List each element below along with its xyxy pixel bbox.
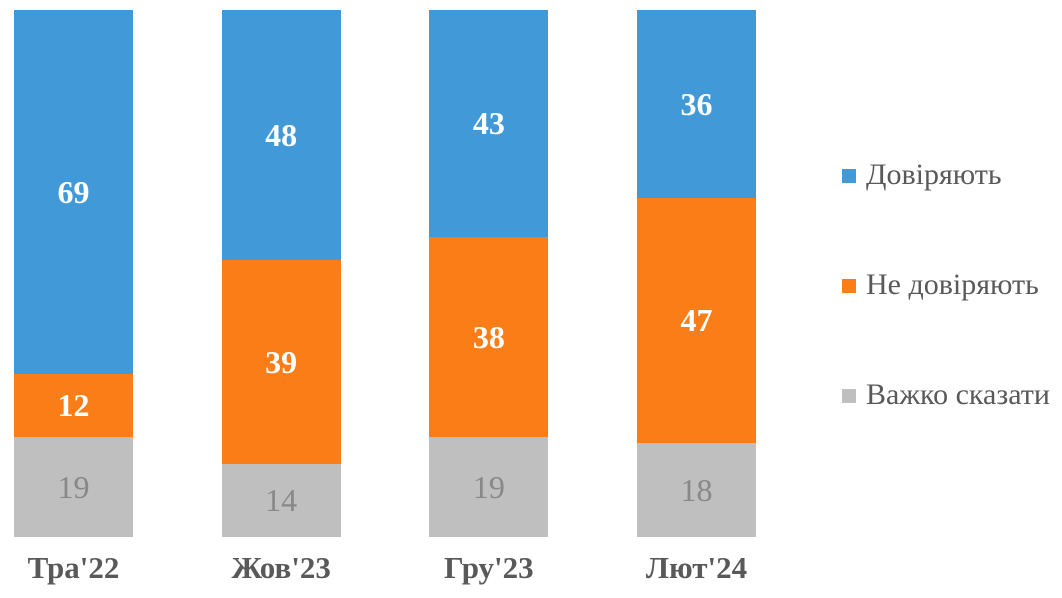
segment-hard-to-say: 19	[429, 436, 549, 537]
legend-item-trust: Довіряють	[842, 158, 1050, 192]
legend-label-trust: Довіряють	[866, 158, 1002, 191]
bar-tra22: 69 12 19	[14, 10, 133, 537]
value-label: 38	[472, 318, 505, 355]
legend-label-distrust: Не довіряють	[866, 268, 1039, 301]
segment-distrust: 12	[14, 373, 133, 437]
segment-distrust: 47	[636, 197, 756, 444]
segment-trust: 69	[14, 10, 133, 374]
legend-swatch-hard-to-say-icon	[842, 389, 856, 403]
value-label: 12	[57, 387, 90, 424]
segment-trust: 36	[636, 10, 756, 198]
segment-hard-to-say: 18	[636, 443, 756, 537]
bar-zhov23: 48 39 14	[221, 10, 341, 538]
value-label: 43	[472, 105, 505, 142]
segment-trust: 48	[221, 10, 341, 261]
segment-distrust: 39	[221, 260, 341, 464]
bar-lyut24: 36 47 18	[636, 10, 756, 537]
value-label: 36	[680, 85, 713, 122]
category-label-zhov23: Жов'23	[231, 550, 331, 585]
x-axis-labels: Тра'22 Жов'23 Гру'23 Лют'24	[14, 550, 756, 586]
value-label: 19	[472, 468, 505, 505]
legend-label-hard-to-say: Важко сказати	[866, 378, 1050, 411]
value-label: 19	[57, 468, 90, 505]
plot-area: 69 12 19 48 39 14 43 38	[14, 10, 756, 538]
legend-swatch-trust-icon	[842, 169, 856, 183]
bar-gru23: 43 38 19	[429, 10, 549, 537]
legend: Довіряють Не довіряють Важко сказати	[842, 158, 1050, 412]
category-label-gru23: Гру'23	[443, 550, 534, 585]
category-label-tra22: Тра'22	[27, 550, 120, 585]
value-label: 48	[265, 117, 298, 154]
value-label: 14	[265, 482, 298, 519]
segment-hard-to-say: 14	[221, 463, 341, 538]
legend-item-hard-to-say: Важко сказати	[842, 378, 1050, 412]
value-label: 39	[265, 344, 298, 381]
segment-hard-to-say: 19	[14, 436, 133, 537]
segment-distrust: 38	[429, 236, 549, 437]
value-label: 47	[680, 302, 713, 339]
category-label-lyut24: Лют'24	[645, 550, 748, 585]
segment-trust: 43	[429, 10, 549, 237]
value-label: 69	[57, 173, 90, 210]
value-label: 18	[680, 472, 713, 509]
legend-item-distrust: Не довіряють	[842, 268, 1050, 302]
legend-swatch-distrust-icon	[842, 279, 856, 293]
